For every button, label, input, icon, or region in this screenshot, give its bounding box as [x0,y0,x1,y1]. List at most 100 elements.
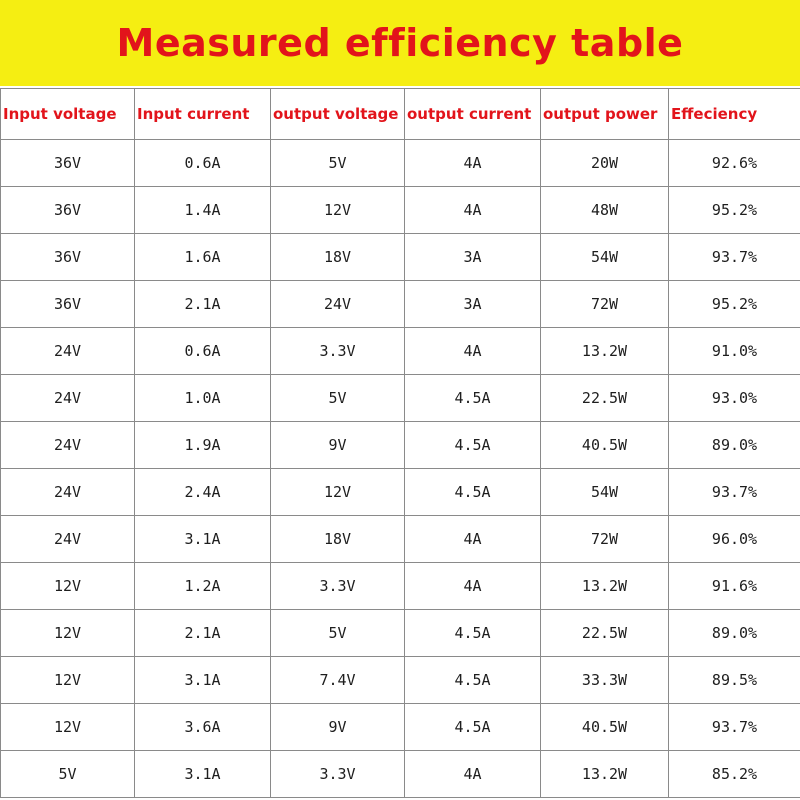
cell-input-voltage: 12V [0,562,135,610]
cell-input-voltage: 24V [0,374,135,422]
table-header: Input voltage Input current output volta… [0,88,800,140]
table-row: 36V 2.1A 24V 3A 72W 95.2% [0,280,800,328]
cell-input-voltage: 36V [0,186,135,234]
table-row: 12V 2.1A 5V 4.5A 22.5W 89.0% [0,609,800,657]
header-output-current: output current [404,88,541,140]
cell-output-power: 13.2W [540,327,669,375]
cell-input-voltage: 24V [0,327,135,375]
cell-output-current: 4A [404,515,541,563]
cell-output-voltage: 3.3V [270,750,405,798]
cell-input-current: 0.6A [134,327,271,375]
cell-input-current: 1.2A [134,562,271,610]
cell-input-current: 1.9A [134,421,271,469]
cell-efficiency: 92.6% [668,139,800,187]
cell-efficiency: 89.5% [668,656,800,704]
cell-input-voltage: 5V [0,750,135,798]
cell-input-voltage: 24V [0,468,135,516]
cell-output-current: 4.5A [404,609,541,657]
cell-output-power: 40.5W [540,703,669,751]
cell-output-current: 3A [404,280,541,328]
page-title: Measured efficiency table [116,21,684,65]
table-row: 36V 1.6A 18V 3A 54W 93.7% [0,233,800,281]
cell-input-voltage: 24V [0,515,135,563]
cell-output-current: 4A [404,562,541,610]
cell-output-voltage: 12V [270,468,405,516]
cell-efficiency: 85.2% [668,750,800,798]
cell-input-voltage: 24V [0,421,135,469]
cell-input-current: 2.1A [134,609,271,657]
cell-input-current: 2.4A [134,468,271,516]
header-output-voltage: output voltage [270,88,405,140]
cell-input-current: 3.1A [134,750,271,798]
cell-output-voltage: 18V [270,515,405,563]
table-row: 24V 0.6A 3.3V 4A 13.2W 91.0% [0,327,800,375]
table-row: 5V 3.1A 3.3V 4A 13.2W 85.2% [0,750,800,798]
cell-output-voltage: 24V [270,280,405,328]
cell-input-current: 3.1A [134,515,271,563]
table-row: 12V 1.2A 3.3V 4A 13.2W 91.6% [0,562,800,610]
cell-output-current: 4.5A [404,468,541,516]
cell-efficiency: 93.7% [668,703,800,751]
title-banner: Measured efficiency table [0,0,800,86]
header-input-current: Input current [134,88,271,140]
cell-efficiency: 95.2% [668,280,800,328]
cell-output-current: 4A [404,186,541,234]
cell-input-voltage: 12V [0,656,135,704]
cell-efficiency: 91.6% [668,562,800,610]
cell-output-voltage: 7.4V [270,656,405,704]
header-row: Input voltage Input current output volta… [0,88,800,140]
cell-output-voltage: 5V [270,139,405,187]
cell-input-current: 3.1A [134,656,271,704]
cell-output-voltage: 3.3V [270,327,405,375]
header-output-power: output power [540,88,669,140]
cell-output-power: 72W [540,515,669,563]
cell-output-current: 4A [404,327,541,375]
cell-output-current: 4.5A [404,421,541,469]
table-body: 36V 0.6A 5V 4A 20W 92.6% 36V 1.4A 12V 4A 48W 95.2% 3… [0,139,800,798]
cell-output-current: 4A [404,750,541,798]
cell-input-voltage: 36V [0,139,135,187]
cell-output-power: 40.5W [540,421,669,469]
cell-output-voltage: 5V [270,374,405,422]
cell-input-current: 3.6A [134,703,271,751]
cell-output-current: 4.5A [404,703,541,751]
table-row: 24V 3.1A 18V 4A 72W 96.0% [0,515,800,563]
cell-output-voltage: 9V [270,421,405,469]
cell-output-power: 54W [540,233,669,281]
cell-efficiency: 95.2% [668,186,800,234]
cell-input-current: 0.6A [134,139,271,187]
cell-output-current: 4A [404,139,541,187]
cell-output-power: 13.2W [540,562,669,610]
cell-efficiency: 93.7% [668,468,800,516]
header-efficiency: Effeciency [668,88,800,140]
cell-efficiency: 93.7% [668,233,800,281]
cell-output-power: 54W [540,468,669,516]
cell-output-current: 4.5A [404,374,541,422]
cell-output-power: 20W [540,139,669,187]
cell-input-voltage: 12V [0,609,135,657]
cell-input-current: 1.0A [134,374,271,422]
cell-output-power: 13.2W [540,750,669,798]
cell-output-power: 72W [540,280,669,328]
cell-input-current: 1.4A [134,186,271,234]
cell-output-voltage: 5V [270,609,405,657]
header-input-voltage: Input voltage [0,88,135,140]
cell-input-current: 1.6A [134,233,271,281]
efficiency-table: Input voltage Input current output volta… [0,88,800,798]
table-row: 36V 0.6A 5V 4A 20W 92.6% [0,139,800,187]
cell-input-voltage: 12V [0,703,135,751]
cell-efficiency: 91.0% [668,327,800,375]
cell-input-voltage: 36V [0,280,135,328]
table-row: 24V 2.4A 12V 4.5A 54W 93.7% [0,468,800,516]
cell-output-voltage: 12V [270,186,405,234]
cell-output-power: 33.3W [540,656,669,704]
cell-output-power: 22.5W [540,609,669,657]
cell-efficiency: 96.0% [668,515,800,563]
table-row: 24V 1.9A 9V 4.5A 40.5W 89.0% [0,421,800,469]
cell-output-current: 4.5A [404,656,541,704]
cell-output-power: 48W [540,186,669,234]
table-row: 36V 1.4A 12V 4A 48W 95.2% [0,186,800,234]
cell-input-current: 2.1A [134,280,271,328]
table-row: 12V 3.6A 9V 4.5A 40.5W 93.7% [0,703,800,751]
table-row: 12V 3.1A 7.4V 4.5A 33.3W 89.5% [0,656,800,704]
